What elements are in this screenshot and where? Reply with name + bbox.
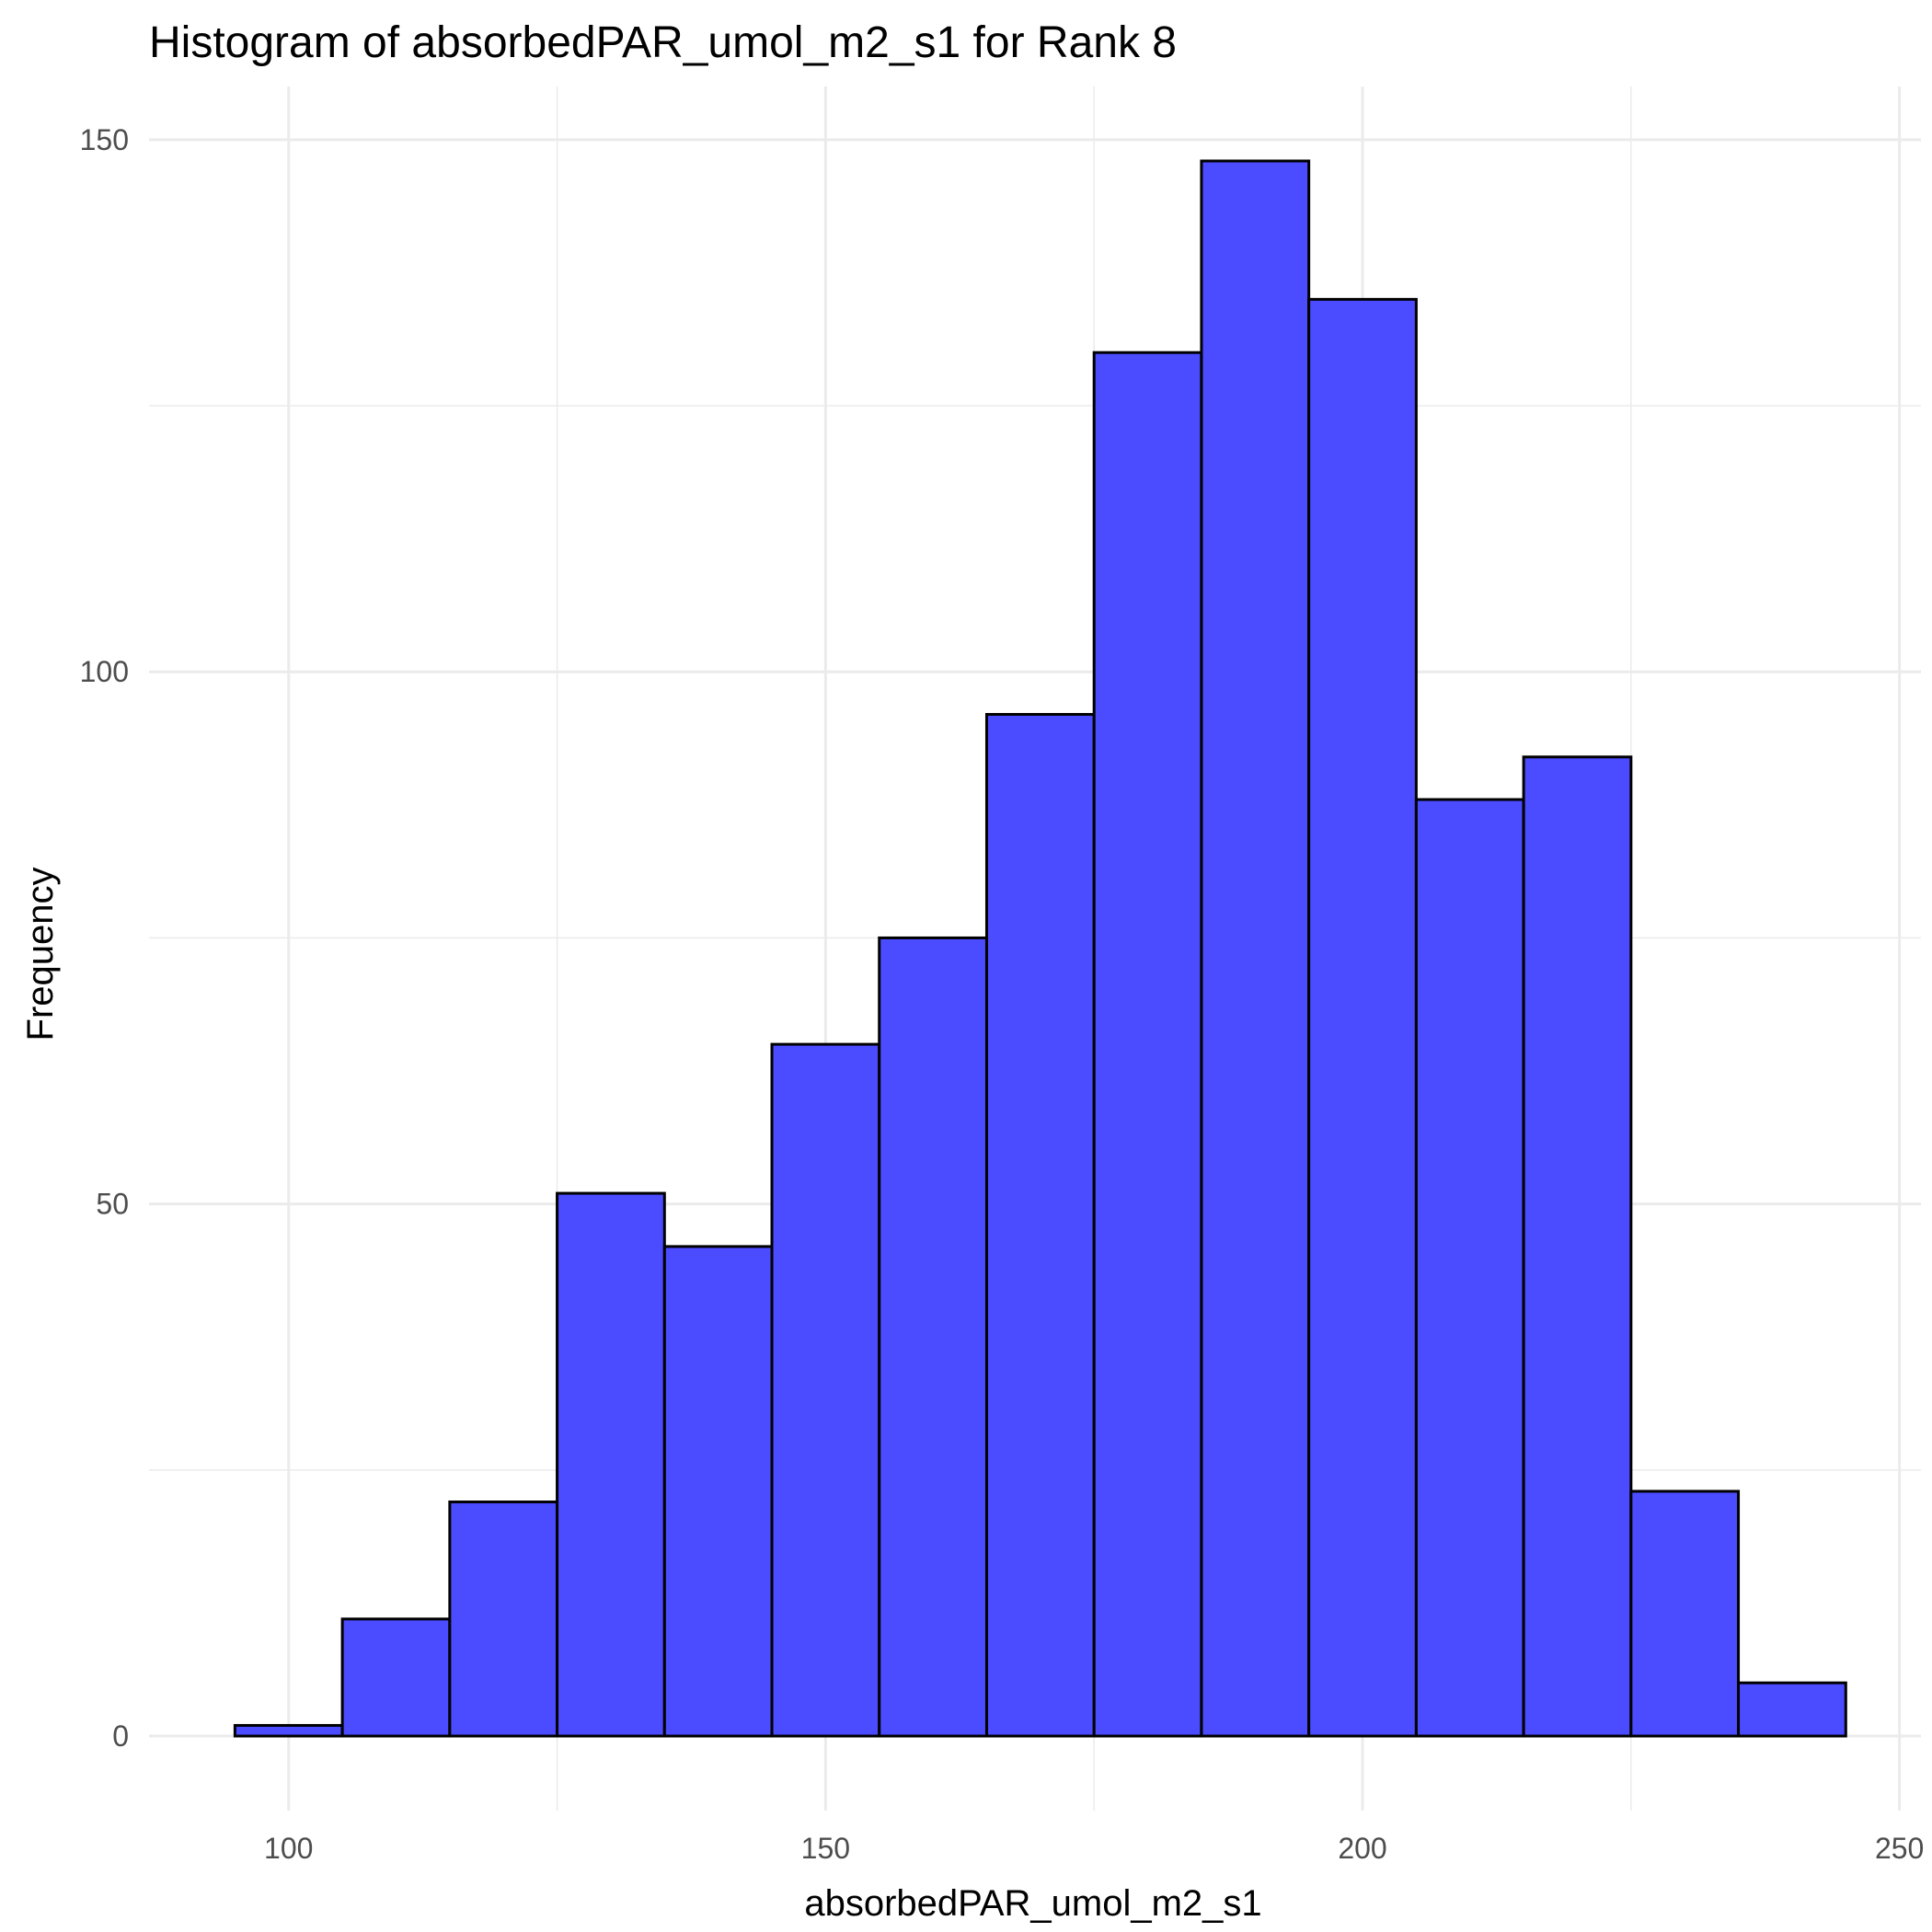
x-tick-label: 200 [1338,1832,1386,1865]
histogram-bar [1522,755,1633,1738]
y-tick-label: 100 [80,655,129,688]
histogram-bar [556,1191,666,1738]
y-tick-label: 150 [80,123,129,156]
histogram-bar [770,1042,881,1738]
x-tick-label: 150 [801,1832,850,1865]
histogram-bars [233,159,1847,1738]
histogram-bar [878,936,988,1738]
histogram-bar [662,1245,774,1738]
histogram-bar [340,1617,452,1738]
chart-title: Histogram of absorbedPAR_umol_m2_s1 for … [149,18,1177,67]
histogram-bar [984,713,1096,1738]
y-axis-ticks: 0 50 100 150 [80,123,129,1753]
histogram-bar [233,1723,344,1738]
x-axis-label: absorbedPAR_umol_m2_s1 [804,1883,1261,1924]
histogram-bar [1414,798,1525,1738]
histogram-bar [1307,297,1418,1738]
y-tick-label: 50 [96,1188,129,1221]
x-axis-ticks: 100 150 200 250 [264,1832,1924,1865]
x-tick-label: 100 [264,1832,313,1865]
histogram-bar [1737,1681,1847,1738]
histogram-bar [448,1501,559,1738]
y-tick-label: 0 [112,1719,129,1753]
x-tick-label: 250 [1875,1832,1924,1865]
histogram-bar [1629,1489,1741,1738]
histogram-bar [1200,159,1311,1738]
histogram-bar [1092,351,1203,1738]
y-axis-label: Frequency [20,868,61,1041]
